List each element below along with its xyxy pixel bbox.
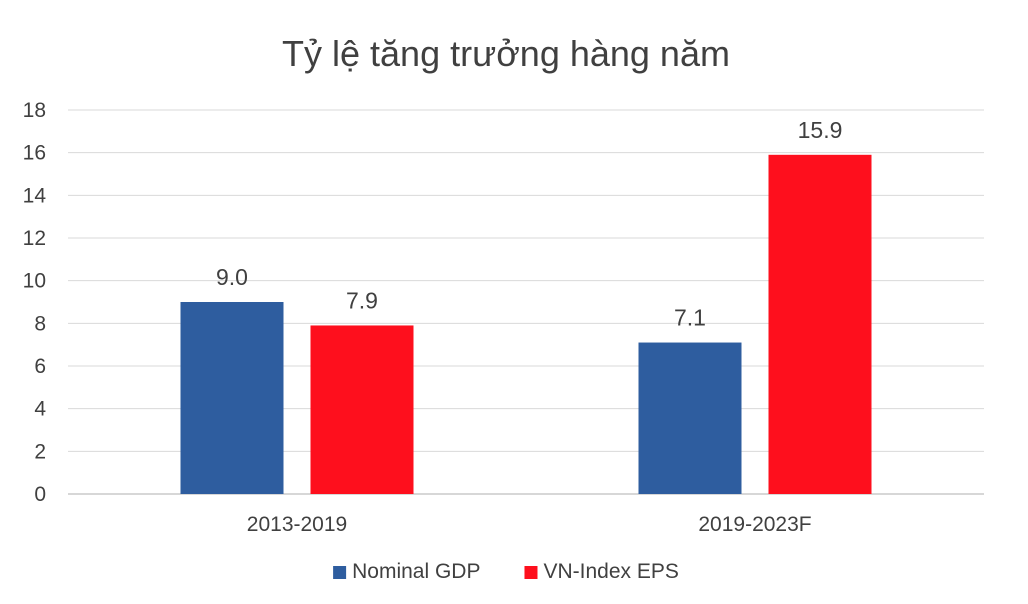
data-labels: 9.0 7.9 7.1 15.9 (216, 117, 842, 331)
data-label: 7.9 (346, 287, 378, 313)
y-tick-label: 2 (34, 440, 46, 463)
y-tick-label: 18 (23, 99, 46, 122)
y-tick-label: 14 (23, 184, 47, 207)
y-tick-label: 12 (23, 227, 46, 250)
x-tick-label: 2013-2019 (247, 513, 347, 536)
y-tick-label: 16 (23, 142, 46, 165)
legend: Nominal GDP VN-Index EPS (333, 560, 679, 583)
y-tick-label: 8 (34, 312, 46, 335)
y-tick-label: 10 (23, 270, 46, 293)
y-tick-label: 0 (34, 483, 46, 506)
bar-nominal-gdp-2013-2019 (180, 302, 284, 494)
bars (180, 154, 872, 495)
legend-label-vn-index-eps: VN-Index EPS (543, 560, 678, 583)
x-tick-label: 2019-2023F (698, 513, 811, 536)
legend-label-nominal-gdp: Nominal GDP (352, 560, 480, 583)
data-label: 7.1 (674, 305, 706, 331)
data-label: 9.0 (216, 264, 248, 290)
data-label: 15.9 (798, 117, 843, 143)
legend-swatch-vn-index-eps (524, 566, 538, 579)
bar-vn-index-eps-2019-2023f (768, 154, 872, 495)
bar-nominal-gdp-2019-2023f (638, 342, 742, 494)
y-axis: 0 2 4 6 8 10 12 14 16 18 (23, 99, 47, 506)
legend-swatch-nominal-gdp (333, 566, 347, 579)
y-tick-label: 6 (34, 355, 46, 378)
x-axis: 2013-2019 2019-2023F (247, 513, 812, 536)
y-tick-label: 4 (34, 398, 46, 421)
bar-vn-index-eps-2013-2019 (310, 325, 414, 494)
chart-title: Tỷ lệ tăng trưởng hàng năm (282, 33, 730, 74)
